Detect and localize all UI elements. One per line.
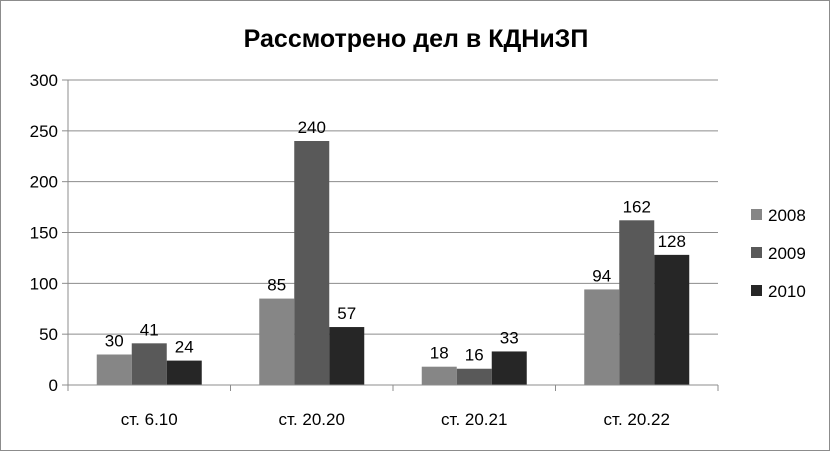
data-label: 128 xyxy=(658,232,686,251)
y-tick-label: 0 xyxy=(49,376,58,395)
bar xyxy=(166,360,202,385)
data-label: 240 xyxy=(298,118,326,137)
y-axis-ticks: 0 50 100 150 200 250 300 xyxy=(30,71,68,395)
legend-label: 2010 xyxy=(768,282,806,301)
data-label: 85 xyxy=(267,276,286,295)
x-tick-label: ст. 20.22 xyxy=(604,410,670,429)
data-label: 57 xyxy=(337,304,356,323)
data-label: 30 xyxy=(105,332,124,351)
chart-title: Рассмотрено дел в КДНиЗП xyxy=(244,25,589,53)
data-label: 94 xyxy=(592,266,611,285)
legend: 2008 2009 2010 xyxy=(751,206,806,301)
data-labels: 30 41 24 85 240 57 18 16 33 94 162 128 xyxy=(105,118,686,365)
legend-label: 2008 xyxy=(768,206,806,225)
y-tick-label: 150 xyxy=(30,224,58,243)
bars xyxy=(96,141,690,385)
bar xyxy=(96,354,132,385)
data-label: 41 xyxy=(140,320,159,339)
data-label: 162 xyxy=(623,197,651,216)
bar xyxy=(654,254,690,385)
bar xyxy=(259,298,295,385)
bar xyxy=(619,220,655,385)
bar xyxy=(131,343,167,385)
legend-label: 2009 xyxy=(768,244,806,263)
bar xyxy=(294,141,330,385)
x-axis-ticks: ст. 6.10 ст. 20.20 ст. 20.21 ст. 20.22 xyxy=(67,385,719,429)
bar xyxy=(421,366,457,385)
bar xyxy=(329,327,365,385)
x-tick-label: ст. 6.10 xyxy=(121,410,178,429)
y-tick-label: 50 xyxy=(39,325,58,344)
legend-swatch xyxy=(751,247,762,258)
y-tick-label: 100 xyxy=(30,274,58,293)
bar xyxy=(584,289,620,385)
data-label: 33 xyxy=(500,328,519,347)
y-tick-label: 250 xyxy=(30,122,58,141)
y-tick-label: 200 xyxy=(30,173,58,192)
x-tick-label: ст. 20.20 xyxy=(279,410,345,429)
data-label: 16 xyxy=(465,346,484,365)
data-label: 18 xyxy=(430,344,449,363)
y-tick-label: 300 xyxy=(30,71,58,90)
bar xyxy=(456,368,492,385)
x-tick-label: ст. 20.21 xyxy=(441,410,507,429)
legend-swatch xyxy=(751,285,762,296)
data-label: 24 xyxy=(175,338,194,357)
bar xyxy=(491,351,527,385)
legend-swatch xyxy=(751,209,762,220)
